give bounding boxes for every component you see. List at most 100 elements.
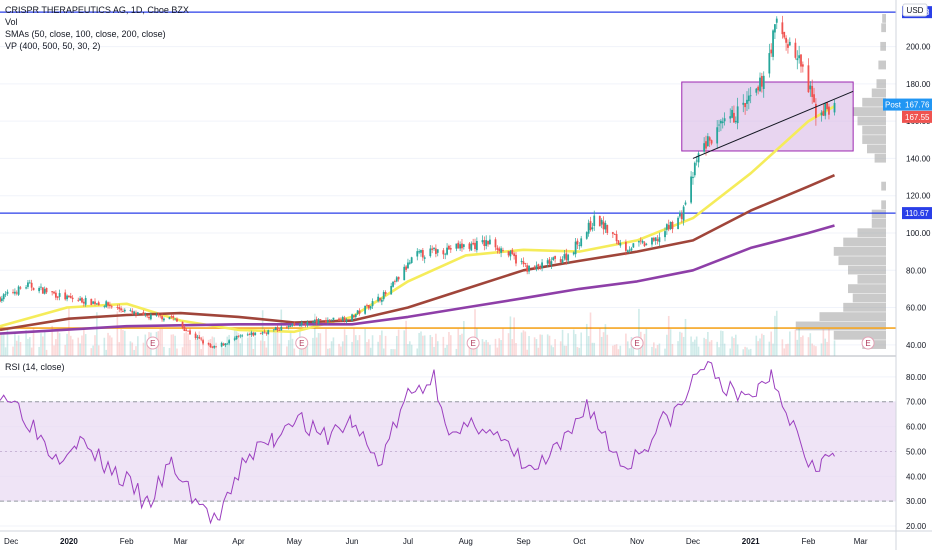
symbol-title[interactable]: CRISPR THERAPEUTICS AG, 1D, Cboe BZX (5, 5, 189, 15)
volume-bar (630, 337, 633, 356)
volume-bar (289, 331, 292, 356)
volume-bar (66, 333, 68, 356)
tag-last-value: 167.55 (905, 113, 930, 122)
candle-body (788, 41, 791, 46)
volume-bar (144, 334, 147, 356)
trendline[interactable] (692, 90, 854, 159)
volume-profile-bar (862, 125, 886, 135)
candle-body (259, 332, 262, 334)
volume-bar (548, 335, 551, 356)
volume-profile-bar (838, 256, 886, 266)
rsi-tick-label: 40.00 (906, 472, 927, 481)
volume-bar (541, 334, 543, 356)
volume-bar (43, 330, 46, 356)
volume-bar (431, 337, 433, 356)
candle-body (28, 282, 31, 284)
volume-bar (485, 339, 487, 356)
volume-bar (137, 336, 139, 356)
candle-body (801, 64, 804, 67)
volume-bar (658, 343, 661, 356)
volume-bar (338, 343, 340, 356)
volume-bar (226, 336, 229, 356)
volume-bar (680, 332, 683, 356)
volume-bar (312, 337, 314, 356)
earnings-marker-circle (630, 336, 644, 350)
candle-body (815, 103, 817, 118)
sma-line (0, 224, 835, 335)
volume-bar (498, 338, 501, 356)
volume-bar (528, 336, 530, 356)
candle-body (697, 153, 700, 163)
volume-bar (759, 338, 761, 356)
candle-body (828, 106, 830, 115)
volume-bar (522, 330, 525, 356)
currency-badge[interactable] (902, 3, 928, 17)
time-tick-label: Jun (346, 537, 359, 546)
candle-body (587, 222, 590, 234)
volume-bar (198, 331, 201, 356)
volume-bar (161, 328, 163, 356)
volume-bar (395, 335, 398, 356)
candle-body (546, 260, 549, 264)
candle-body (470, 243, 473, 251)
volume-profile-bar (795, 321, 886, 331)
earnings-marker-label: E (150, 339, 155, 348)
volume-bar (572, 329, 575, 356)
volume-bar (742, 349, 745, 356)
candle-body (358, 310, 361, 314)
volume-bar (168, 347, 171, 356)
candle-body (692, 176, 694, 179)
candle-body (302, 323, 305, 325)
volume-bar (377, 341, 379, 356)
rsi-tick-label: 20.00 (906, 522, 927, 531)
candle-body (416, 251, 419, 257)
volume-bar (785, 344, 787, 356)
volume-bar (677, 341, 679, 356)
vp-legend[interactable]: VP (400, 500, 50, 30, 2) (5, 41, 100, 51)
rsi-legend[interactable]: RSI (14, close) (5, 362, 65, 372)
time-tick-label: Dec (686, 537, 700, 546)
volume-bar (585, 323, 588, 356)
volume-bar (248, 331, 251, 356)
sma-legend[interactable]: SMAs (50, close, 100, close, 200, close) (5, 29, 166, 39)
candle-body (394, 281, 396, 283)
candle-body (287, 325, 290, 327)
volume-bar (762, 335, 765, 356)
time-axis[interactable]: Dec 2020 Feb Mar Apr May Jun Jul Aug Sep Oct Nov Dec… (4, 537, 868, 546)
volume-profile-bar (843, 302, 886, 312)
candle-body (680, 213, 683, 220)
volume-bar (472, 348, 474, 356)
candle-body (338, 318, 340, 321)
candle-body (798, 55, 801, 59)
candle-body (656, 239, 659, 241)
volume-profile-bar (852, 107, 886, 116)
sma-line (0, 174, 836, 332)
volume-bar (580, 332, 582, 356)
volume-bar (653, 342, 655, 356)
volume-bar (483, 341, 486, 356)
volume-bar (811, 343, 813, 356)
candle-body (524, 263, 527, 265)
volume-bar (118, 342, 121, 356)
volume-bar (358, 335, 361, 356)
volume-bar (826, 341, 828, 356)
time-tick-label: Mar (854, 537, 868, 546)
volume-profile-bar (881, 181, 886, 191)
candle-body (487, 240, 489, 245)
candle-body (502, 249, 504, 251)
candle-body (313, 320, 316, 323)
candle-body (136, 312, 139, 315)
volume-bar (409, 341, 411, 356)
rsi-axis[interactable]: 80.00 70.00 60.00 50.00 40.00 30.00 20.00 (906, 373, 927, 531)
volume-bar (1, 334, 3, 356)
volume-bar (422, 335, 424, 356)
volume-bar (755, 335, 758, 356)
volume-bar (25, 330, 27, 356)
candle-body (800, 54, 802, 67)
volume-bar (207, 339, 210, 356)
vol-legend[interactable]: Vol (5, 17, 18, 27)
candle-body (185, 330, 188, 332)
candle-body (760, 75, 763, 87)
